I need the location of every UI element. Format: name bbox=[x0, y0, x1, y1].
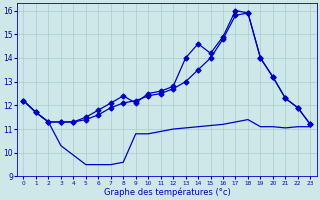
X-axis label: Graphe des températures (°c): Graphe des températures (°c) bbox=[104, 187, 230, 197]
